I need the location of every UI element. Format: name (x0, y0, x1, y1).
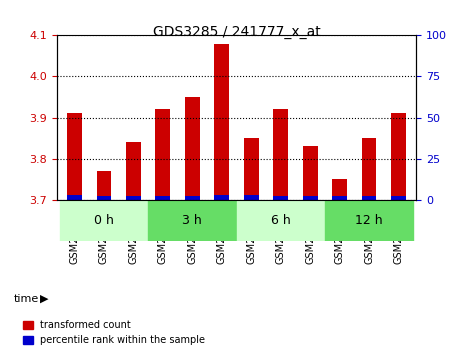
Bar (67, 113, 82, 200)
Text: GDS3285 / 241777_x_at: GDS3285 / 241777_x_at (153, 25, 320, 39)
Bar (303, 196, 317, 200)
Bar (325, 200, 413, 241)
Bar (362, 138, 377, 200)
Bar (273, 196, 288, 200)
Bar (303, 146, 317, 200)
Bar (60, 200, 148, 241)
Text: 3 h: 3 h (183, 214, 202, 227)
Bar (391, 113, 406, 200)
Text: 6 h: 6 h (271, 214, 290, 227)
Bar (214, 195, 229, 200)
Bar (244, 195, 259, 200)
Bar (156, 109, 170, 200)
Bar (185, 196, 200, 200)
Bar (185, 97, 200, 200)
Bar (126, 142, 141, 200)
Bar (332, 179, 347, 200)
Text: ▶: ▶ (40, 294, 49, 304)
Bar (391, 196, 406, 200)
Bar (214, 44, 229, 200)
Legend: transformed count, percentile rank within the sample: transformed count, percentile rank withi… (19, 316, 210, 349)
Bar (148, 200, 236, 241)
Bar (236, 200, 325, 241)
Bar (244, 138, 259, 200)
Bar (156, 196, 170, 200)
Bar (126, 196, 141, 200)
Bar (332, 196, 347, 200)
Bar (273, 109, 288, 200)
Text: time: time (14, 294, 39, 304)
Bar (362, 196, 377, 200)
Bar (67, 195, 82, 200)
Text: 12 h: 12 h (355, 214, 383, 227)
Bar (96, 196, 111, 200)
Bar (96, 171, 111, 200)
Text: 0 h: 0 h (94, 214, 114, 227)
